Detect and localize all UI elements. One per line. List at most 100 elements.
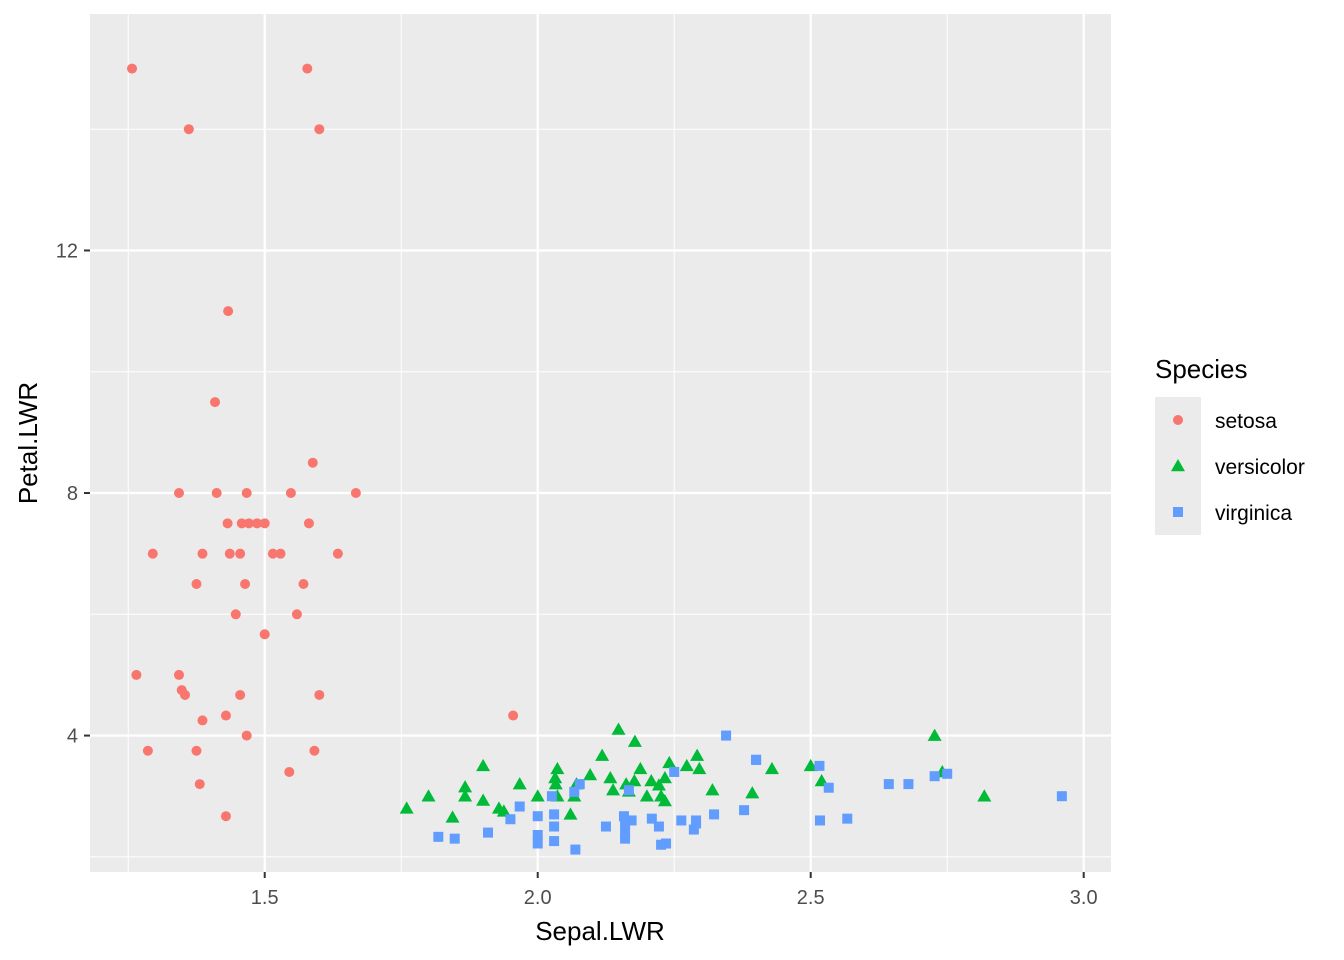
setosa-point: [241, 730, 252, 741]
setosa-point: [191, 578, 202, 589]
versicolor-point: [692, 761, 707, 775]
y-axis-title: Petal.LWR: [13, 382, 43, 504]
series-virginica: [433, 730, 1067, 855]
major-gridlines: [90, 14, 1111, 872]
virginica-point: [514, 801, 525, 812]
virginica-point: [721, 730, 732, 741]
virginica-point: [814, 760, 825, 771]
data-points: [127, 63, 1067, 855]
versicolor-point: [662, 755, 677, 769]
setosa-point: [303, 518, 314, 529]
versicolor-point: [458, 789, 473, 802]
setosa-point: [291, 609, 302, 620]
y-tick-label: 8: [67, 483, 78, 505]
setosa-point: [298, 578, 309, 589]
virginica-point: [620, 833, 631, 844]
virginica-point: [676, 815, 687, 826]
virginica-point: [688, 824, 699, 835]
virginica-point: [623, 785, 634, 796]
setosa-point: [314, 124, 325, 135]
x-tick-label: 3.0: [1070, 887, 1098, 909]
setosa-point: [314, 689, 325, 700]
y-tick-label: 12: [56, 240, 78, 262]
plot-panel: [90, 14, 1111, 872]
setosa-point: [220, 710, 231, 721]
setosa-point: [508, 710, 519, 721]
versicolor-point: [476, 758, 491, 772]
setosa-point: [131, 669, 142, 680]
setosa-point: [235, 548, 246, 559]
virginica-point: [903, 779, 914, 790]
versicolor-point: [679, 758, 694, 772]
versicolor-point: [627, 734, 642, 747]
versicolor-point: [627, 774, 642, 787]
virginica-point: [532, 838, 543, 849]
legend-key-setosa: [1173, 415, 1183, 425]
versicolor-point: [644, 774, 659, 787]
setosa-point: [284, 766, 295, 777]
versicolor-point: [690, 748, 705, 761]
setosa-point: [350, 488, 361, 499]
versicolor-point: [421, 789, 436, 802]
versicolor-point: [548, 771, 563, 784]
virginica-point: [942, 768, 953, 779]
setosa-point: [259, 629, 270, 640]
setosa-point: [275, 548, 286, 559]
setosa-point: [220, 811, 231, 822]
legend-items: setosa versicolor virginica: [1155, 397, 1305, 535]
versicolor-point: [803, 758, 818, 772]
setosa-point: [127, 63, 138, 74]
y-tick-label: 4: [67, 726, 78, 748]
setosa-point: [223, 306, 234, 317]
series-setosa: [127, 63, 519, 822]
virginica-point: [574, 779, 585, 790]
x-tick-label: 1.5: [251, 887, 279, 909]
legend-label-setosa: setosa: [1215, 410, 1277, 433]
setosa-point: [173, 669, 184, 680]
versicolor-point: [745, 786, 760, 799]
virginica-point: [1056, 791, 1067, 802]
virginica-point: [691, 818, 702, 829]
virginica-point: [618, 811, 629, 822]
virginica-point: [842, 813, 853, 824]
x-tick-label: 2.5: [797, 887, 825, 909]
setosa-point: [142, 745, 153, 756]
virginica-point: [532, 830, 543, 841]
minor-gridlines: [90, 14, 1111, 872]
virginica-point: [751, 754, 762, 765]
x-axis-title: Sepal.LWR: [535, 916, 665, 946]
virginica-point: [646, 813, 657, 824]
virginica-point: [620, 827, 631, 838]
virginica-point: [449, 833, 460, 844]
versicolor-point: [550, 761, 565, 775]
virginica-point: [433, 831, 444, 842]
virginica-point: [483, 827, 494, 838]
setosa-point: [197, 548, 208, 559]
versicolor-point: [445, 810, 460, 823]
y-axis: 4 8 12: [56, 240, 90, 748]
versicolor-point: [651, 778, 666, 791]
versicolor-point: [563, 807, 578, 820]
versicolor-point: [399, 801, 414, 814]
virginica-point: [620, 818, 631, 829]
legend-label-virginica: virginica: [1215, 502, 1292, 525]
x-axis: 1.5 2.0 2.5 3.0: [251, 872, 1098, 909]
setosa-point: [252, 518, 263, 529]
versicolor-point: [476, 793, 491, 806]
setosa-point: [235, 689, 246, 700]
virginica-point: [549, 809, 560, 820]
setosa-point: [230, 609, 241, 620]
setosa-point: [210, 397, 221, 408]
setosa-point: [180, 689, 191, 700]
virginica-point: [505, 814, 516, 825]
setosa-point: [191, 745, 202, 756]
versicolor-point: [657, 771, 672, 784]
x-tick-label: 2.0: [524, 887, 552, 909]
versicolor-point: [705, 783, 720, 796]
legend-title: Species: [1155, 354, 1248, 384]
setosa-point: [267, 548, 278, 559]
virginica-point: [569, 786, 580, 797]
legend-key-virginica: [1173, 507, 1183, 517]
versicolor-point: [639, 789, 654, 802]
virginica-point: [549, 821, 560, 832]
